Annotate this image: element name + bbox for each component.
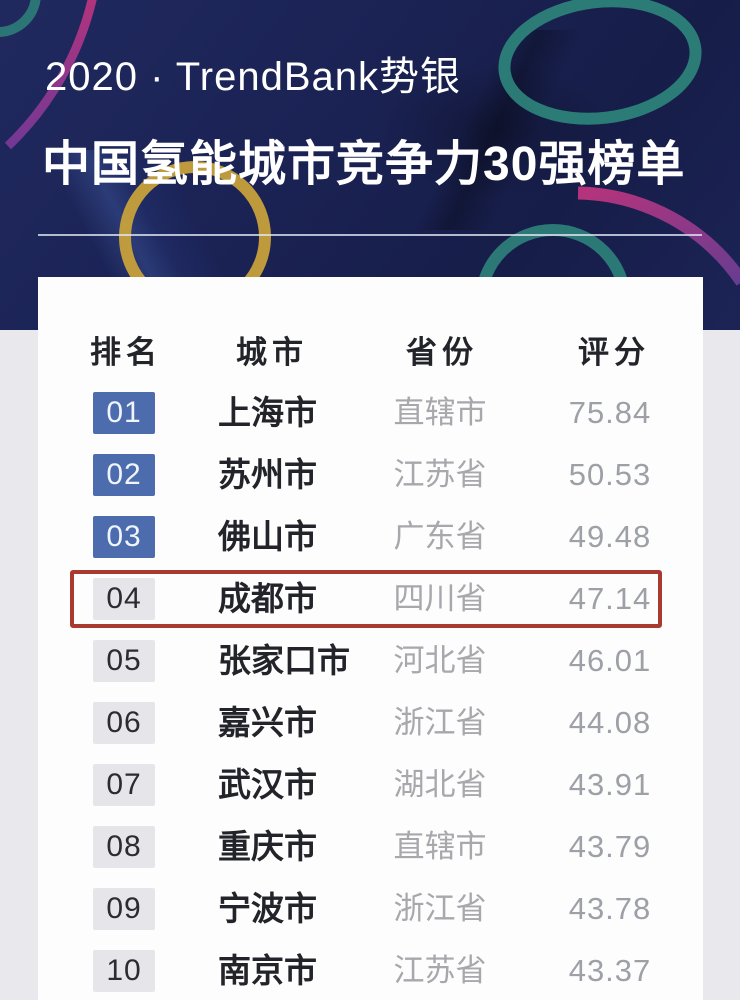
score-cell: 43.78 <box>568 891 652 926</box>
pink-arc-left <box>4 0 97 150</box>
pink-arc-right <box>577 186 740 286</box>
teal-ring-top-right <box>498 0 702 125</box>
col-header-city: 城市 <box>236 335 308 370</box>
col-header-rank: 排名 <box>90 335 162 370</box>
province-cell: 湖北省 <box>393 767 487 802</box>
table-row: 10 南京市 江苏省 43.37 <box>38 950 703 992</box>
rank-badge: 06 <box>93 702 155 744</box>
rank-badge: 08 <box>93 826 155 868</box>
city-cell: 南京市 <box>218 952 317 989</box>
score-cell: 43.91 <box>568 767 652 802</box>
province-cell: 四川省 <box>393 581 487 616</box>
city-cell: 宁波市 <box>218 890 317 927</box>
city-cell: 苏州市 <box>218 456 317 493</box>
teal-ring-corner <box>0 0 41 37</box>
rank-badge: 01 <box>93 392 155 434</box>
table-row: 07 武汉市 湖北省 43.91 <box>38 764 703 806</box>
province-cell: 浙江省 <box>393 891 487 926</box>
table-row: 05 张家口市 河北省 46.01 <box>38 640 703 682</box>
city-cell: 嘉兴市 <box>218 704 317 741</box>
city-cell: 佛山市 <box>218 518 317 555</box>
table-row: 06 嘉兴市 浙江省 44.08 <box>38 702 703 744</box>
table-row: 09 宁波市 浙江省 43.78 <box>38 888 703 930</box>
ranking-card: 排名 城市 省份 评分 01 上海市 直辖市 75.84 02 苏州市 江苏省 … <box>38 277 703 1000</box>
table-row: 02 苏州市 江苏省 50.53 <box>38 454 703 496</box>
score-cell: 49.48 <box>568 519 652 554</box>
score-cell: 43.79 <box>568 829 652 864</box>
rank-badge: 04 <box>93 578 155 620</box>
province-cell: 浙江省 <box>393 705 487 740</box>
rank-badge: 02 <box>93 454 155 496</box>
score-cell: 44.08 <box>568 705 652 740</box>
rank-badge: 07 <box>93 764 155 806</box>
score-cell: 50.53 <box>568 457 652 492</box>
province-cell: 广东省 <box>393 519 487 554</box>
col-header-score: 评分 <box>578 335 650 370</box>
city-cell: 重庆市 <box>218 828 317 865</box>
city-cell: 成都市 <box>218 580 317 617</box>
score-cell: 47.14 <box>568 581 652 616</box>
province-cell: 直辖市 <box>393 395 487 430</box>
province-cell: 河北省 <box>393 643 487 678</box>
score-cell: 43.37 <box>568 953 652 988</box>
province-cell: 江苏省 <box>393 953 487 988</box>
title-line1: 2020 · TrendBank势银 <box>45 55 461 99</box>
col-header-province: 省份 <box>406 335 478 370</box>
table-row: 03 佛山市 广东省 49.48 <box>38 516 703 558</box>
rank-badge: 10 <box>93 950 155 992</box>
rank-badge: 03 <box>93 516 155 558</box>
rank-badge: 05 <box>93 640 155 682</box>
table-row: 01 上海市 直辖市 75.84 <box>38 392 703 434</box>
table-row: 04 成都市 四川省 47.14 <box>38 578 703 620</box>
title-divider <box>38 234 702 236</box>
province-cell: 江苏省 <box>393 457 487 492</box>
city-cell: 张家口市 <box>218 642 350 679</box>
table-body: 01 上海市 直辖市 75.84 02 苏州市 江苏省 50.53 03 佛山市… <box>38 392 703 1000</box>
score-cell: 75.84 <box>568 395 652 430</box>
title-line2: 中国氢能城市竞争力30强榜单 <box>42 138 686 191</box>
rank-badge: 09 <box>93 888 155 930</box>
province-cell: 直辖市 <box>393 829 487 864</box>
city-cell: 上海市 <box>218 394 317 431</box>
score-cell: 46.01 <box>568 643 652 678</box>
highlight-border <box>70 570 662 628</box>
city-cell: 武汉市 <box>218 766 317 803</box>
table-row: 08 重庆市 直辖市 43.79 <box>38 826 703 868</box>
